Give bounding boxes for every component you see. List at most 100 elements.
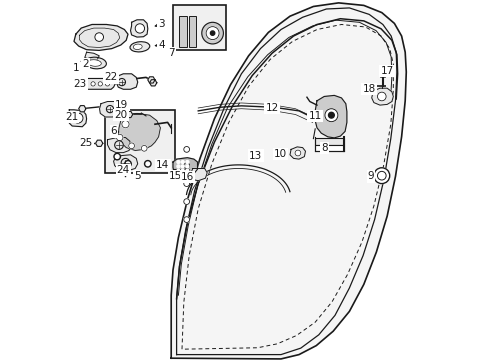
- Circle shape: [125, 161, 131, 167]
- Polygon shape: [79, 105, 86, 112]
- Text: 19: 19: [115, 100, 128, 110]
- Circle shape: [177, 161, 180, 163]
- Text: 21: 21: [65, 112, 78, 122]
- Circle shape: [141, 145, 147, 151]
- Circle shape: [206, 27, 219, 40]
- Bar: [173, 5, 226, 50]
- Circle shape: [135, 24, 145, 33]
- Bar: [179, 16, 187, 47]
- Text: 7: 7: [168, 48, 174, 58]
- Ellipse shape: [133, 44, 142, 50]
- Polygon shape: [74, 24, 128, 50]
- Circle shape: [184, 199, 190, 204]
- Circle shape: [121, 158, 130, 167]
- Circle shape: [377, 92, 386, 101]
- Circle shape: [295, 150, 301, 156]
- Polygon shape: [116, 74, 138, 89]
- Text: 5: 5: [134, 171, 140, 181]
- Text: 14: 14: [156, 160, 170, 170]
- Polygon shape: [190, 168, 207, 181]
- Circle shape: [98, 82, 102, 86]
- Circle shape: [184, 163, 190, 168]
- Circle shape: [325, 109, 338, 122]
- Text: 3: 3: [158, 19, 165, 30]
- Text: 20: 20: [114, 110, 127, 120]
- Circle shape: [114, 153, 121, 160]
- Text: 17: 17: [381, 66, 394, 76]
- Circle shape: [105, 82, 110, 86]
- Text: 8: 8: [321, 143, 328, 153]
- Circle shape: [184, 181, 190, 186]
- Circle shape: [186, 169, 189, 172]
- Circle shape: [181, 161, 184, 163]
- Text: 2: 2: [83, 59, 89, 69]
- Circle shape: [374, 168, 390, 184]
- Polygon shape: [107, 138, 130, 153]
- Text: 12: 12: [266, 103, 279, 113]
- Text: 25: 25: [79, 138, 93, 148]
- Polygon shape: [87, 78, 116, 89]
- Circle shape: [186, 161, 189, 163]
- Circle shape: [186, 165, 189, 168]
- Bar: [315, 145, 344, 151]
- Polygon shape: [130, 20, 148, 37]
- Text: 15: 15: [169, 171, 182, 181]
- Ellipse shape: [88, 60, 101, 66]
- Circle shape: [126, 162, 130, 166]
- Circle shape: [122, 121, 129, 128]
- Text: 22: 22: [104, 72, 118, 82]
- Polygon shape: [118, 113, 160, 150]
- Polygon shape: [372, 88, 393, 105]
- Polygon shape: [149, 80, 157, 86]
- Circle shape: [117, 134, 123, 141]
- Text: 4: 4: [158, 40, 165, 50]
- Circle shape: [202, 22, 223, 44]
- Circle shape: [91, 82, 95, 86]
- Text: 16: 16: [181, 172, 194, 182]
- Text: 18: 18: [363, 84, 376, 94]
- Text: 24: 24: [117, 165, 130, 175]
- Circle shape: [129, 143, 134, 149]
- Circle shape: [184, 217, 190, 222]
- Circle shape: [181, 169, 184, 172]
- Ellipse shape: [130, 42, 150, 52]
- Polygon shape: [173, 158, 197, 175]
- Polygon shape: [171, 3, 406, 359]
- Circle shape: [118, 78, 125, 86]
- Circle shape: [210, 31, 215, 35]
- Circle shape: [146, 162, 149, 166]
- Text: 9: 9: [368, 171, 374, 181]
- Circle shape: [377, 171, 386, 180]
- Ellipse shape: [85, 57, 106, 69]
- Circle shape: [328, 112, 334, 118]
- Text: 6: 6: [111, 126, 117, 136]
- Circle shape: [106, 105, 114, 113]
- Bar: [104, 110, 175, 173]
- Bar: [189, 16, 196, 47]
- Circle shape: [181, 165, 184, 168]
- Polygon shape: [85, 52, 99, 59]
- Polygon shape: [148, 77, 155, 83]
- Polygon shape: [96, 140, 103, 147]
- Circle shape: [145, 161, 151, 167]
- Polygon shape: [82, 140, 90, 147]
- Polygon shape: [290, 147, 305, 159]
- Polygon shape: [99, 102, 120, 117]
- Circle shape: [95, 33, 103, 41]
- Text: 11: 11: [309, 111, 322, 121]
- Polygon shape: [125, 111, 133, 118]
- Circle shape: [184, 147, 190, 152]
- Polygon shape: [69, 110, 87, 127]
- Circle shape: [177, 169, 180, 172]
- Bar: [173, 169, 189, 180]
- Circle shape: [177, 165, 180, 168]
- Text: 23: 23: [74, 78, 87, 89]
- Circle shape: [73, 113, 83, 123]
- Text: 1: 1: [73, 63, 80, 73]
- Text: 13: 13: [249, 150, 263, 161]
- Bar: [315, 138, 344, 145]
- Circle shape: [115, 141, 123, 149]
- Polygon shape: [315, 95, 347, 138]
- Text: 10: 10: [274, 149, 287, 159]
- Polygon shape: [114, 155, 138, 171]
